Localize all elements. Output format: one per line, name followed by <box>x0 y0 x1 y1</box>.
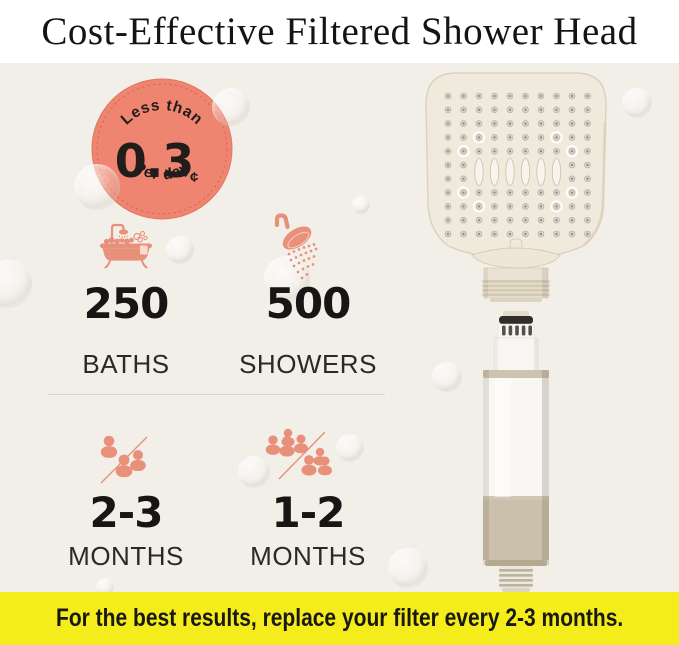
stat-value-months-few: 2-3 <box>89 488 164 537</box>
people-many-icon <box>265 428 332 480</box>
page-title: Cost-Effective Filtered Shower Head <box>41 10 638 53</box>
stat-value-showers: 500 <box>265 279 352 328</box>
stat-label-months-few: MONTHS <box>68 541 184 571</box>
nozzle-grid <box>444 92 591 238</box>
stat-value-months-many: 1-2 <box>271 488 346 537</box>
stat-label-months-many: MONTHS <box>250 541 366 571</box>
stat-value-baths: 250 <box>83 279 170 328</box>
shower-icon <box>274 213 318 280</box>
people-few-icon <box>100 435 148 484</box>
shower-head-product-image <box>425 72 607 592</box>
ratio-slash <box>100 436 148 484</box>
main-area: Less than 0.3 ¢ Per day <box>0 63 679 596</box>
shower-plate <box>425 72 607 260</box>
badge-unit: ¢ <box>190 169 198 186</box>
bathtub-icon <box>100 223 152 269</box>
filter-cartridge <box>493 311 539 373</box>
bottom-banner: For the best results, replace your filte… <box>0 592 679 645</box>
badge-dotted-ring <box>96 83 228 215</box>
price-badge: Less than 0.3 ¢ Per day <box>91 78 233 220</box>
o-ring <box>499 316 533 324</box>
stat-label-baths: BATHS <box>82 349 170 379</box>
header: Cost-Effective Filtered Shower Head <box>0 0 679 63</box>
water-drops <box>287 243 318 280</box>
diverter-wings <box>471 247 561 269</box>
filter-handle <box>483 370 549 592</box>
bubble-decoration <box>166 236 194 264</box>
banner-text: For the best results, replace your filte… <box>55 604 624 632</box>
threaded-collar <box>482 267 550 302</box>
stat-label-showers: SHOWERS <box>239 349 377 379</box>
badge-value: 0.3 <box>115 134 194 188</box>
ratio-slash <box>278 431 326 480</box>
plate-shadow-edge <box>583 121 607 247</box>
bubble-decoration <box>352 196 370 214</box>
badge-circle <box>91 78 233 220</box>
towel <box>140 245 148 255</box>
section-divider <box>48 394 385 395</box>
